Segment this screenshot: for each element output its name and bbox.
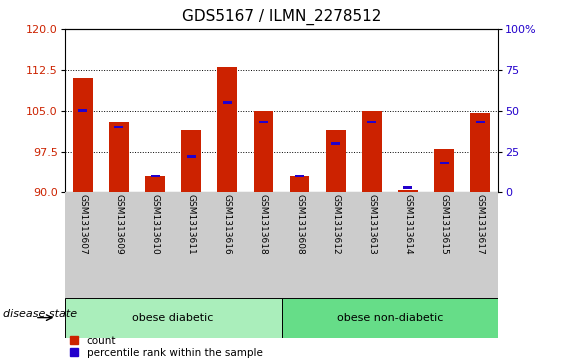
- Text: GSM1313614: GSM1313614: [404, 195, 413, 255]
- Text: GDS5167 / ILMN_2278512: GDS5167 / ILMN_2278512: [182, 9, 381, 25]
- Text: GSM1313616: GSM1313616: [223, 195, 232, 255]
- Bar: [282, 298, 498, 338]
- Bar: [434, 149, 454, 192]
- Bar: [326, 130, 346, 192]
- Bar: [217, 67, 237, 192]
- Text: GSM1313613: GSM1313613: [367, 195, 376, 255]
- Text: GSM1313617: GSM1313617: [476, 195, 485, 255]
- Text: GSM1313608: GSM1313608: [295, 195, 304, 255]
- Bar: [65, 298, 282, 338]
- Text: GSM1313615: GSM1313615: [440, 195, 449, 255]
- Bar: [295, 175, 304, 177]
- Text: GSM1313609: GSM1313609: [114, 195, 123, 255]
- Bar: [367, 121, 376, 123]
- Text: GSM1313607: GSM1313607: [78, 195, 87, 255]
- Text: GSM1313618: GSM1313618: [259, 195, 268, 255]
- Bar: [145, 176, 165, 192]
- Bar: [150, 175, 159, 177]
- Text: disease state: disease state: [3, 309, 77, 319]
- Bar: [476, 121, 485, 123]
- Bar: [187, 155, 196, 158]
- Bar: [223, 101, 232, 104]
- Text: obese non-diabetic: obese non-diabetic: [337, 313, 443, 323]
- Bar: [404, 186, 413, 189]
- Text: GSM1313611: GSM1313611: [187, 195, 196, 255]
- Bar: [253, 111, 274, 192]
- Bar: [114, 126, 123, 128]
- Bar: [331, 142, 340, 144]
- Bar: [109, 122, 129, 192]
- Bar: [73, 78, 93, 192]
- Text: obese diabetic: obese diabetic: [132, 313, 214, 323]
- Bar: [78, 110, 87, 112]
- Bar: [440, 162, 449, 164]
- Legend: count, percentile rank within the sample: count, percentile rank within the sample: [70, 336, 262, 358]
- Text: GSM1313610: GSM1313610: [150, 195, 159, 255]
- Bar: [259, 121, 268, 123]
- Bar: [289, 176, 310, 192]
- Bar: [470, 113, 490, 192]
- Bar: [398, 189, 418, 192]
- Text: GSM1313612: GSM1313612: [331, 195, 340, 255]
- Bar: [181, 130, 201, 192]
- Bar: [362, 111, 382, 192]
